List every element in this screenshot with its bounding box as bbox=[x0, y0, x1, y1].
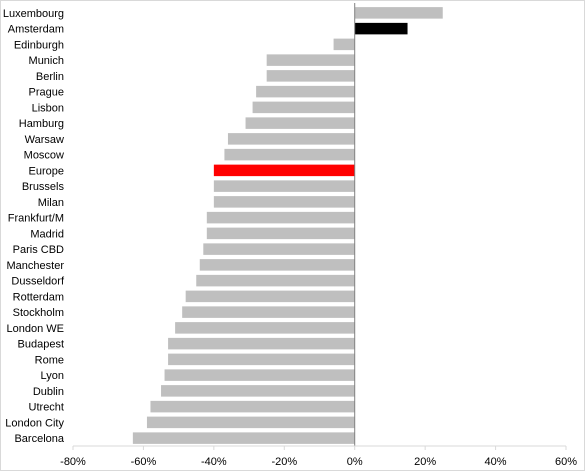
category-label: London WE bbox=[7, 323, 64, 335]
bar-lyon bbox=[164, 369, 355, 381]
bar-brussels bbox=[213, 180, 355, 192]
category-label: Paris CBD bbox=[13, 244, 64, 256]
bar-barcelona bbox=[132, 432, 355, 444]
category-label: Brussels bbox=[22, 181, 65, 193]
category-label: Madrid bbox=[30, 228, 64, 240]
category-label: Frankfurt/M bbox=[8, 213, 64, 225]
category-label: Luxembourg bbox=[3, 8, 64, 20]
x-tick-label: 40% bbox=[485, 456, 507, 468]
bar-munich bbox=[266, 54, 355, 66]
x-axis-ticks: -80% -60% -40% -20% 0% 20% 40% 60% bbox=[60, 446, 577, 468]
x-tick-label: 60% bbox=[555, 456, 577, 468]
category-label: Prague bbox=[29, 87, 64, 99]
bar-lisbon bbox=[252, 101, 355, 114]
bar-hamburg bbox=[245, 117, 355, 129]
bar-europe bbox=[213, 164, 355, 177]
category-label: Europe bbox=[29, 165, 64, 177]
bar-utrecht bbox=[150, 400, 355, 413]
bar-manchester bbox=[199, 259, 355, 271]
bar-dublin bbox=[161, 385, 355, 397]
bars-group bbox=[132, 7, 443, 444]
x-tick-label: -20% bbox=[271, 456, 297, 468]
category-label: Lyon bbox=[41, 370, 64, 382]
category-label: Edinburgh bbox=[14, 39, 64, 51]
bar-paris-cbd bbox=[203, 243, 355, 255]
category-label: Lisbon bbox=[32, 102, 64, 114]
bar-luxembourg bbox=[354, 7, 443, 19]
bar-london-we bbox=[175, 322, 355, 334]
bar-moscow bbox=[224, 148, 355, 161]
category-label: London City bbox=[5, 417, 64, 429]
bar-london-city bbox=[146, 416, 355, 429]
category-label: Amsterdam bbox=[8, 24, 64, 36]
bar-rome bbox=[168, 353, 355, 366]
bar-warsaw bbox=[227, 133, 355, 145]
x-tick-label: 20% bbox=[414, 456, 436, 468]
bar-dusseldorf bbox=[196, 274, 355, 287]
category-label: Manchester bbox=[7, 260, 65, 272]
category-label: Milan bbox=[38, 197, 64, 209]
category-label: Moscow bbox=[24, 150, 64, 162]
bar-milan bbox=[213, 196, 355, 208]
x-tick-label: -80% bbox=[60, 456, 86, 468]
bar-madrid bbox=[206, 227, 355, 240]
category-label: Dusseldorf bbox=[11, 276, 65, 288]
x-tick-label: -60% bbox=[131, 456, 157, 468]
bar-rotterdam bbox=[185, 290, 355, 303]
bar-frankfurt-m bbox=[206, 211, 355, 224]
category-label: Dublin bbox=[33, 386, 64, 398]
x-tick-label: -40% bbox=[201, 456, 227, 468]
x-tick-label: 0% bbox=[347, 456, 363, 468]
category-label: Berlin bbox=[36, 71, 64, 83]
category-labels: Luxembourg Amsterdam Edinburgh Munich Berlin… bbox=[3, 8, 65, 445]
category-label: Warsaw bbox=[25, 134, 64, 146]
category-label: Rome bbox=[35, 354, 64, 366]
category-label: Utrecht bbox=[29, 402, 64, 414]
category-label: Stockholm bbox=[13, 307, 64, 319]
bar-stockholm bbox=[182, 306, 355, 318]
bar-amsterdam bbox=[354, 22, 408, 35]
category-label: Hamburg bbox=[19, 118, 64, 130]
bar-budapest bbox=[168, 337, 355, 350]
category-label: Barcelona bbox=[14, 433, 64, 445]
category-label: Munich bbox=[29, 55, 64, 67]
bar-prague bbox=[256, 85, 355, 98]
bar-edinburgh bbox=[333, 38, 355, 51]
category-label: Rotterdam bbox=[13, 291, 64, 303]
bar-berlin bbox=[266, 70, 355, 82]
category-label: Budapest bbox=[18, 339, 64, 351]
